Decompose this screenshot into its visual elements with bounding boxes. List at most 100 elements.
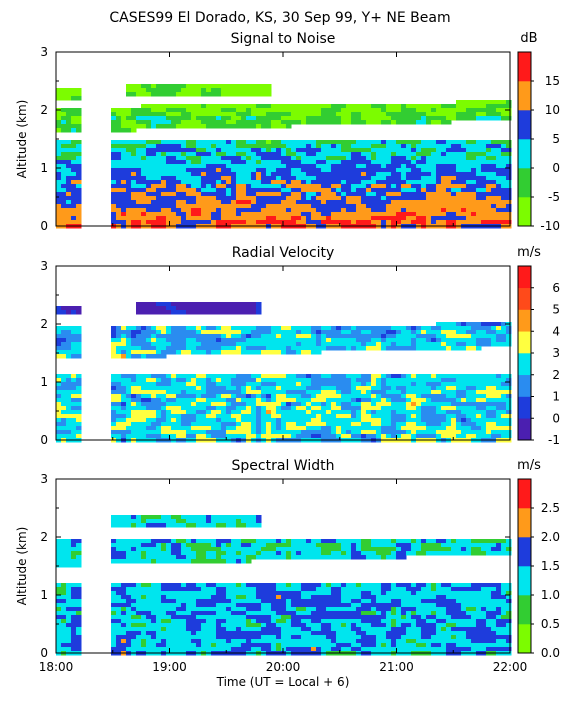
heatmap-cell bbox=[461, 322, 467, 327]
heatmap-cell bbox=[231, 414, 237, 419]
heatmap-cell bbox=[276, 168, 282, 173]
heatmap-cell bbox=[486, 184, 492, 189]
heatmap-cell bbox=[431, 346, 437, 351]
heatmap-cell bbox=[221, 180, 227, 185]
heatmap-cell bbox=[371, 430, 377, 435]
heatmap-cell bbox=[256, 406, 262, 411]
heatmap-cell bbox=[391, 144, 397, 149]
heatmap-cell bbox=[381, 334, 387, 339]
heatmap-cell bbox=[276, 148, 282, 153]
heatmap-cell bbox=[201, 84, 207, 89]
heatmap-cell bbox=[56, 184, 62, 189]
heatmap-cell bbox=[431, 112, 437, 117]
heatmap-cell bbox=[426, 426, 432, 431]
heatmap-cell bbox=[401, 386, 407, 391]
heatmap-cell bbox=[151, 164, 157, 169]
heatmap-cell bbox=[166, 414, 172, 419]
heatmap-cell bbox=[451, 346, 457, 351]
heatmap-cell bbox=[121, 220, 127, 225]
heatmap-cell bbox=[271, 188, 277, 193]
heatmap-cell bbox=[231, 192, 237, 197]
heatmap-cell bbox=[116, 168, 122, 173]
heatmap-cell bbox=[451, 172, 457, 177]
heatmap-cell bbox=[116, 216, 122, 221]
heatmap-cell bbox=[176, 144, 182, 149]
heatmap-cell bbox=[396, 410, 402, 415]
heatmap-cell bbox=[76, 192, 82, 197]
heatmap-cell bbox=[321, 168, 327, 173]
heatmap-cell bbox=[336, 220, 342, 225]
heatmap-cell bbox=[111, 515, 117, 520]
heatmap-cell bbox=[136, 120, 142, 125]
heatmap-cell bbox=[401, 382, 407, 387]
heatmap-cell bbox=[196, 374, 202, 379]
heatmap-cell bbox=[386, 148, 392, 153]
heatmap-cell bbox=[291, 334, 297, 339]
heatmap-cell bbox=[241, 204, 247, 209]
heatmap-cell bbox=[371, 204, 377, 209]
heatmap-cell bbox=[396, 406, 402, 411]
heatmap-cell bbox=[376, 334, 382, 339]
heatmap-cell bbox=[216, 144, 222, 149]
heatmap-cell bbox=[166, 84, 172, 89]
heatmap-cell bbox=[311, 172, 317, 177]
heatmap-cell bbox=[411, 422, 417, 427]
heatmap-cell bbox=[301, 378, 307, 383]
heatmap-cell bbox=[476, 418, 482, 423]
heatmap-cell bbox=[351, 220, 357, 225]
heatmap-cell bbox=[306, 390, 312, 395]
heatmap-cell bbox=[116, 112, 122, 117]
heatmap-cell bbox=[426, 180, 432, 185]
heatmap-cell bbox=[461, 140, 467, 145]
heatmap-cell bbox=[416, 208, 422, 213]
heatmap-cell bbox=[506, 152, 512, 157]
heatmap-cell bbox=[481, 156, 487, 161]
heatmap-cell bbox=[221, 84, 227, 89]
heatmap-cell bbox=[171, 172, 177, 177]
heatmap-cell bbox=[131, 326, 137, 331]
heatmap-cell bbox=[221, 92, 227, 97]
heatmap-cell bbox=[156, 426, 162, 431]
heatmap-cell bbox=[211, 326, 217, 331]
heatmap-cell bbox=[361, 382, 367, 387]
heatmap-cell bbox=[426, 330, 432, 335]
heatmap-cell bbox=[346, 216, 352, 221]
heatmap-cell bbox=[61, 92, 67, 97]
heatmap-cell bbox=[361, 374, 367, 379]
heatmap-cell bbox=[66, 310, 72, 315]
heatmap-cell bbox=[441, 184, 447, 189]
heatmap-cell bbox=[356, 220, 362, 225]
heatmap-cell bbox=[111, 414, 117, 419]
heatmap-cell bbox=[281, 172, 287, 177]
heatmap-cell bbox=[141, 643, 147, 648]
heatmap-cell bbox=[261, 148, 267, 153]
heatmap-cell bbox=[76, 326, 82, 331]
heatmap-cell bbox=[281, 184, 287, 189]
heatmap-cell bbox=[76, 414, 82, 419]
heatmap-cell bbox=[251, 156, 257, 161]
heatmap-cell bbox=[131, 172, 137, 177]
heatmap-cell bbox=[481, 422, 487, 427]
heatmap-cell bbox=[396, 386, 402, 391]
heatmap-cell bbox=[341, 212, 347, 217]
heatmap-cell bbox=[131, 607, 137, 612]
heatmap-cell bbox=[491, 116, 497, 121]
heatmap-cell bbox=[211, 350, 217, 355]
heatmap-cell bbox=[221, 330, 227, 335]
heatmap-cell bbox=[256, 200, 262, 205]
heatmap-cell bbox=[306, 346, 312, 351]
heatmap-cell bbox=[261, 212, 267, 217]
heatmap-cell bbox=[321, 220, 327, 225]
heatmap-cell bbox=[366, 164, 372, 169]
heatmap-cell bbox=[211, 394, 217, 399]
heatmap-cell bbox=[336, 180, 342, 185]
heatmap-cell bbox=[226, 104, 232, 109]
heatmap-cell bbox=[491, 144, 497, 149]
heatmap-cell bbox=[76, 306, 82, 311]
heatmap-cell bbox=[241, 160, 247, 165]
heatmap-cell bbox=[441, 140, 447, 145]
heatmap-cell bbox=[296, 104, 302, 109]
heatmap-cell bbox=[136, 398, 142, 403]
heatmap-cell bbox=[211, 414, 217, 419]
heatmap-cell bbox=[191, 204, 197, 209]
